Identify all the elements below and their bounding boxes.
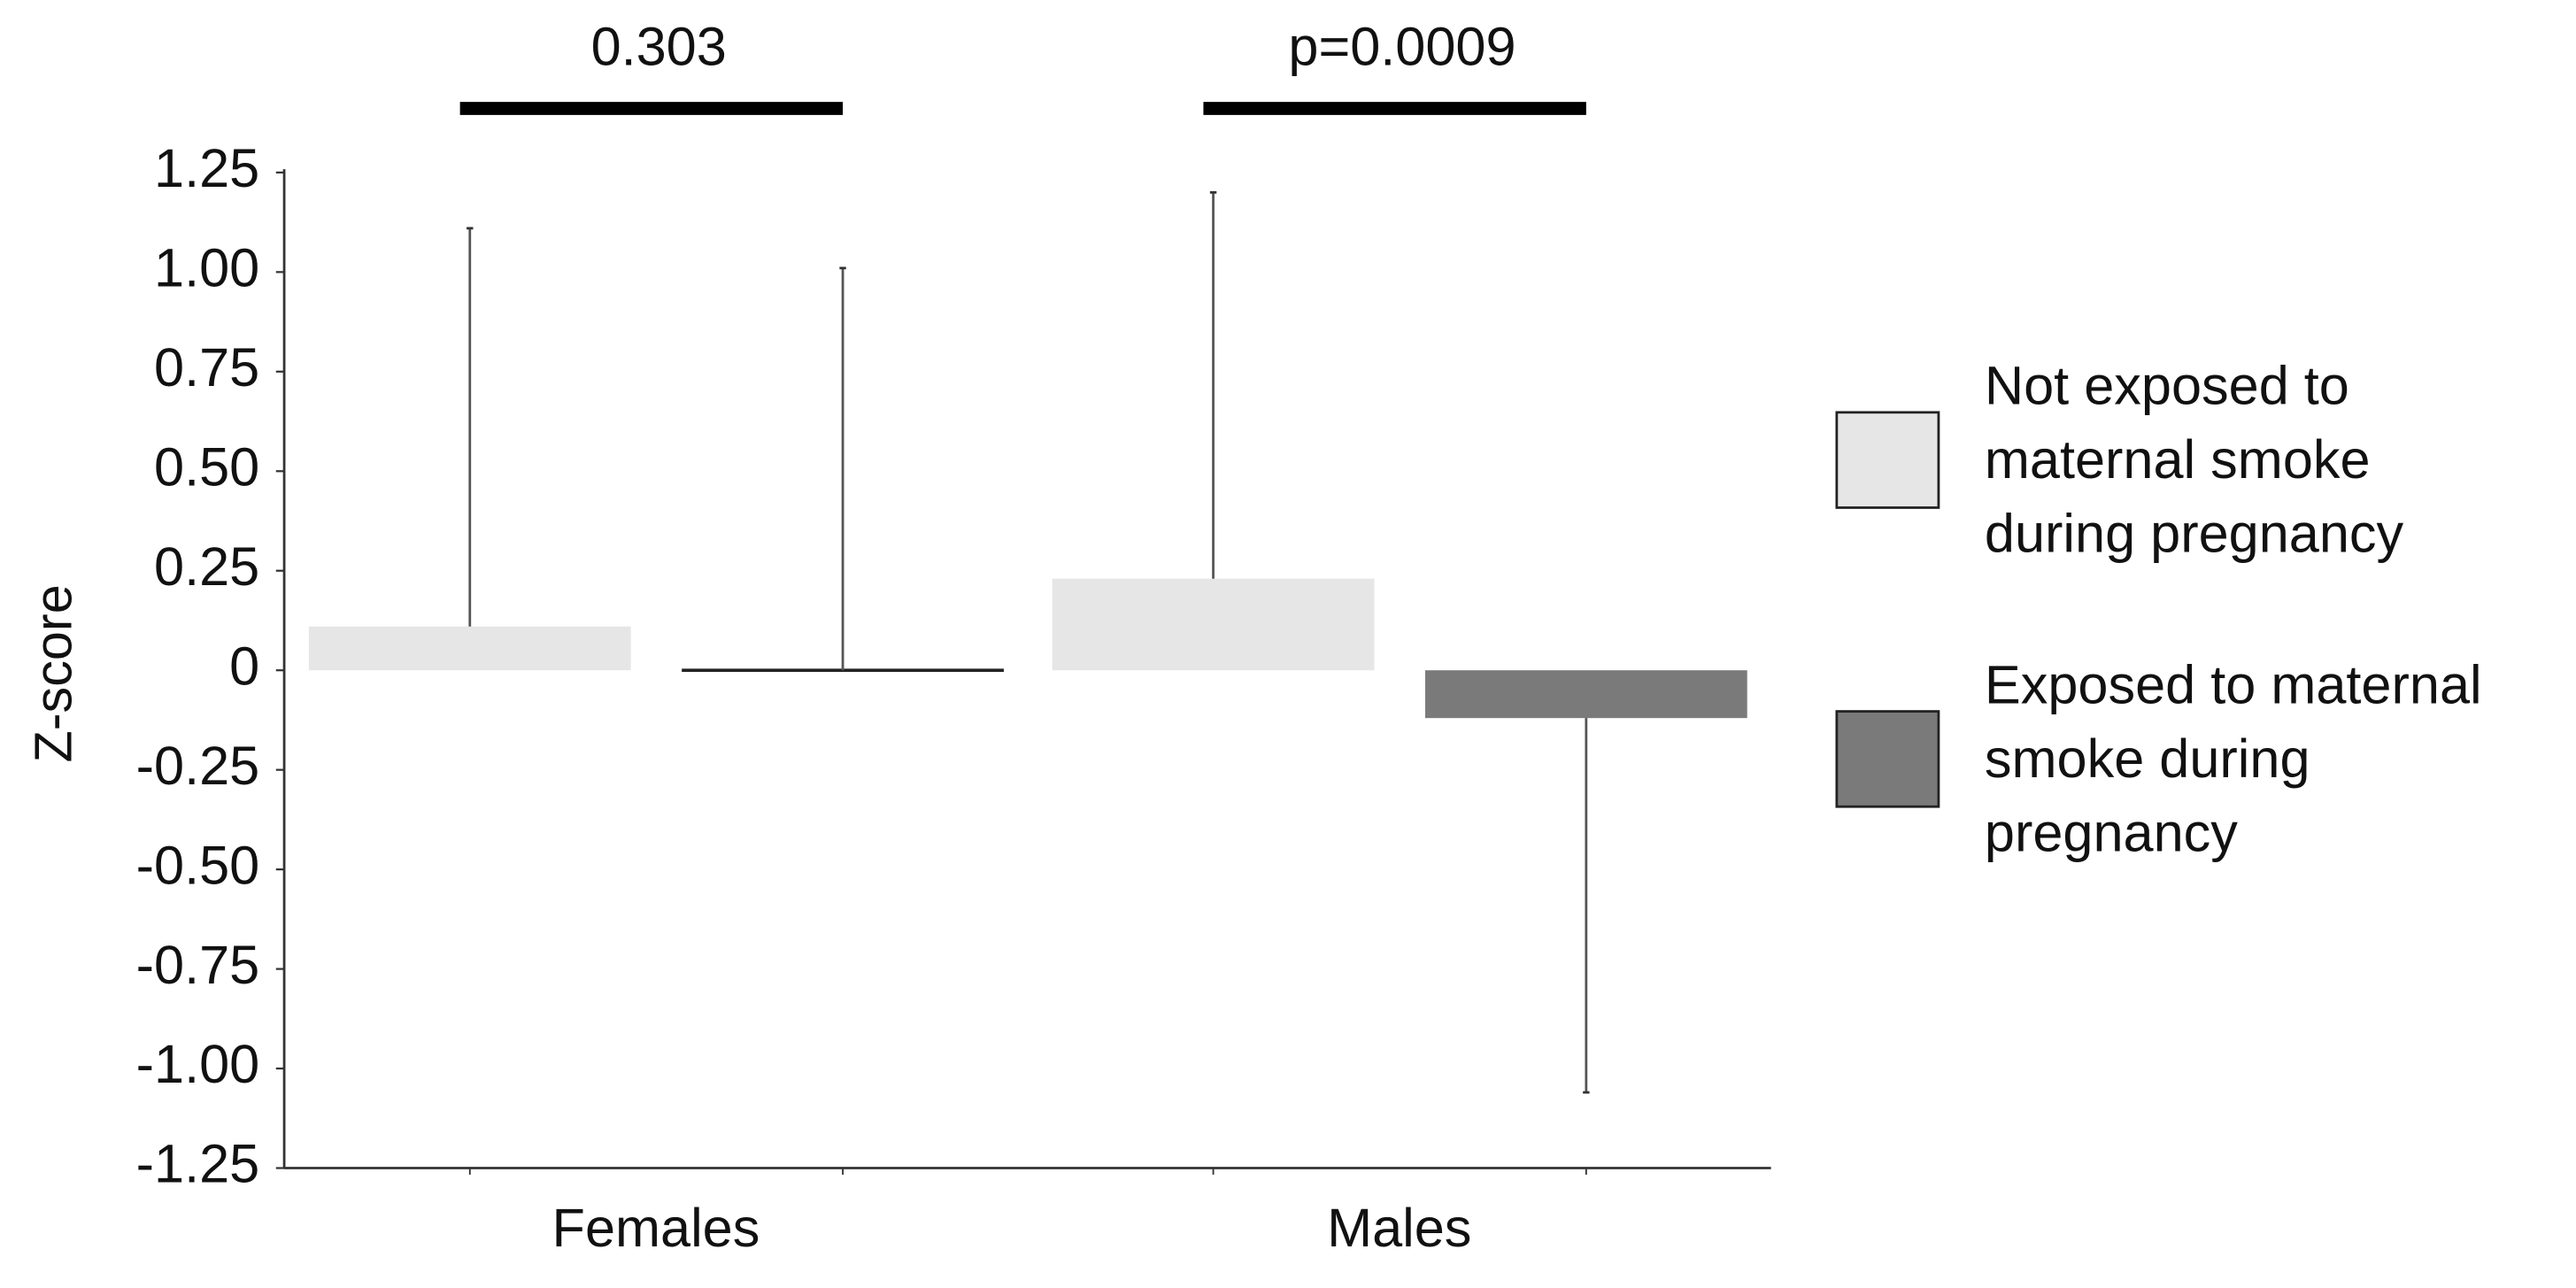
y-tick-label: -0.25 xyxy=(136,736,260,796)
y-tick-label: 0.25 xyxy=(154,536,259,597)
y-tick-label: 0 xyxy=(229,636,259,696)
legend-label: Exposed to maternal smoke during pregnan… xyxy=(1984,653,2482,863)
y-tick-label: -1.25 xyxy=(136,1134,260,1194)
bar xyxy=(1424,670,1747,719)
legend-label: Not exposed to maternal smoke during pre… xyxy=(1984,354,2404,564)
y-tick-label: -1.00 xyxy=(136,1034,260,1094)
bar xyxy=(1052,578,1375,671)
x-tick-label: Females xyxy=(552,1198,760,1258)
bar xyxy=(308,626,631,671)
y-tick-label: 1.25 xyxy=(154,138,259,198)
y-tick-label: 1.00 xyxy=(154,238,259,298)
x-tick-label: Males xyxy=(1327,1198,1471,1258)
significance-label: 0.303 xyxy=(591,17,727,77)
y-axis-label: Z-score xyxy=(24,584,83,762)
y-tick-label: 0.75 xyxy=(154,337,259,397)
significance-label: p=0.0009 xyxy=(1288,17,1516,77)
y-tick-label: -0.50 xyxy=(136,835,260,895)
legend-swatch xyxy=(1835,411,1940,509)
legend-label-box: Exposed to maternal smoke during pregnan… xyxy=(1984,653,2482,863)
legend-label-box: Not exposed to maternal smoke during pre… xyxy=(1984,354,2404,564)
y-tick-label: -0.75 xyxy=(136,935,260,995)
legend-swatch xyxy=(1835,710,1940,808)
y-tick-label: 0.50 xyxy=(154,436,259,497)
